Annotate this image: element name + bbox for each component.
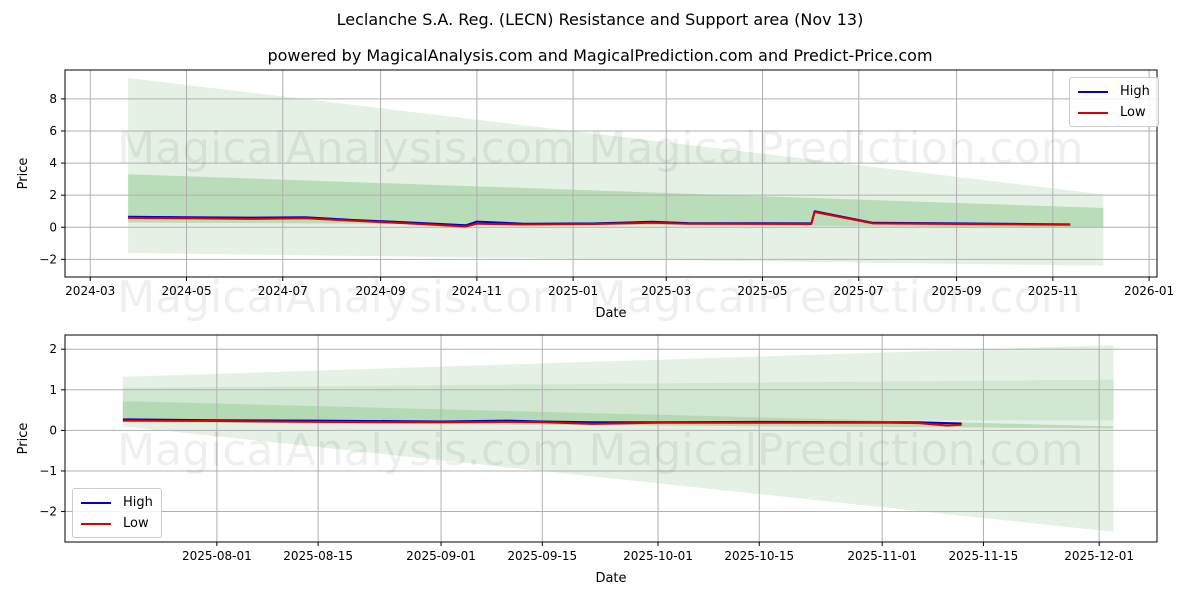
x-tick-label: 2024-11: [452, 284, 502, 298]
x-tick-label: 2025-10-15: [724, 549, 794, 563]
legend-low-label: Low: [123, 516, 149, 531]
x-axis-label: Date: [595, 306, 626, 321]
x-tick-label: 2024-07: [258, 284, 308, 298]
x-axis-label: Date: [595, 571, 626, 586]
y-tick-label: 4: [49, 156, 57, 170]
x-tick-label: 2025-09: [932, 284, 982, 298]
x-tick-label: 2025-01: [548, 284, 598, 298]
legend-bottom: High Low: [72, 488, 162, 538]
chart-title: Leclanche S.A. Reg. (LECN) Resistance an…: [336, 10, 864, 29]
x-tick-label: 2025-12-01: [1064, 549, 1134, 563]
watermark: MagicalAnalysis.com: [117, 272, 575, 323]
axes-frame: [64, 334, 1158, 543]
y-axis-label: Price: [16, 423, 31, 455]
y-tick-label: 1: [49, 383, 57, 397]
watermark: MagicalPrediction.com: [589, 272, 1084, 323]
y-tick-label: 0: [49, 220, 57, 234]
x-tick-label: 2025-08-15: [283, 549, 353, 563]
panel-2: 2025-08-01 2025-08-15 2025-09-01 2025-09-15…: [16, 334, 1158, 586]
y-tick-label: −2: [39, 505, 57, 519]
series-low: [128, 211, 1071, 228]
x-tick-label: 2024-09: [356, 284, 406, 298]
x-tick-label: 2025-05: [737, 284, 787, 298]
x-tick-label: 2025-03: [641, 284, 691, 298]
y-tick-label: 8: [49, 92, 57, 106]
y-tick-label: 6: [49, 124, 57, 138]
x-tick-label: 2025-11: [1028, 284, 1078, 298]
y-tick-label: −1: [39, 464, 57, 478]
watermark: MagicalPrediction.com: [589, 123, 1084, 174]
x-tick-label: 2025-11-15: [949, 549, 1019, 563]
band-inner: [128, 174, 1104, 228]
legend-low-swatch: [81, 522, 111, 525]
x-tick-label: 2025-10-01: [623, 549, 693, 563]
x-tick-label: 2025-08-01: [182, 549, 252, 563]
x-tick-label: 2024-03: [65, 284, 115, 298]
y-axis-label: Price: [16, 158, 31, 190]
watermark: MagicalAnalysis.com: [117, 123, 575, 174]
legend-high-swatch: [81, 501, 111, 504]
series-low: [122, 419, 962, 427]
x-tick-label: 2025-09-01: [406, 549, 476, 563]
chart-subtitle: powered by MagicalAnalysis.com and Magic…: [267, 46, 933, 65]
x-tick-label: 2026-01: [1124, 284, 1174, 298]
x-tick-label: 2025-11-01: [847, 549, 917, 563]
legend-high-swatch: [1078, 90, 1108, 93]
legend-high-label: High: [123, 495, 153, 510]
panel-1: 2024-03 2024-05 2024-07 2024-09 2024-11 2025-…: [16, 69, 1174, 323]
y-tick-label: 2: [49, 188, 57, 202]
legend-low-swatch: [1078, 111, 1108, 114]
legend-top: High Low: [1069, 77, 1159, 127]
x-tick-label: 2024-05: [161, 284, 211, 298]
axes-frame: [64, 69, 1158, 278]
legend-low-label: Low: [1120, 105, 1146, 120]
watermark: MagicalAnalysis.com: [117, 425, 575, 476]
y-tick-label: −2: [39, 252, 57, 266]
y-tick-label: 2: [49, 342, 57, 356]
y-tick-label: 0: [49, 423, 57, 437]
x-tick-label: 2025-07: [834, 284, 884, 298]
legend-high-label: High: [1120, 84, 1150, 99]
x-tick-label: 2025-09-15: [507, 549, 577, 563]
watermark: MagicalPrediction.com: [589, 425, 1084, 476]
